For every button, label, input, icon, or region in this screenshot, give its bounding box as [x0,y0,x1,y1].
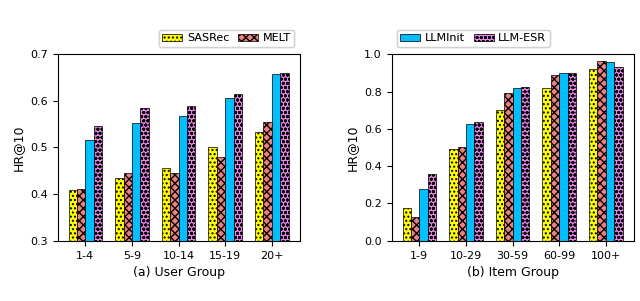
Y-axis label: HR@10: HR@10 [346,124,358,171]
Bar [466,124,474,241]
Bar [115,178,124,301]
Bar [559,73,568,241]
Bar [209,147,217,301]
Bar [449,149,458,241]
Bar [568,73,576,241]
Bar [162,168,170,301]
Bar [124,173,132,301]
Legend: LLMInit, LLM-ESR: LLMInit, LLM-ESR [397,30,550,47]
Bar [280,73,289,301]
Bar [551,75,559,241]
Bar [496,110,504,241]
X-axis label: (a) User Group: (a) User Group [132,266,225,279]
Bar [597,61,606,241]
Bar [513,88,521,241]
Bar [179,116,187,301]
Bar [614,67,623,241]
Bar [521,87,529,241]
Bar [411,216,419,241]
Bar [68,191,77,301]
X-axis label: (b) Item Group: (b) Item Group [467,266,559,279]
Bar [606,62,614,241]
Legend: SASRec, MELT: SASRec, MELT [159,30,294,47]
Bar [170,173,179,301]
Bar [187,106,195,301]
Y-axis label: HR@10: HR@10 [12,124,24,171]
Bar [234,94,242,301]
Bar [458,147,466,241]
Bar [543,88,551,241]
Bar [132,123,140,301]
Bar [264,122,272,301]
Bar [255,132,264,301]
Bar [272,74,280,301]
Bar [77,190,85,301]
Bar [428,174,436,241]
Bar [474,122,483,241]
Bar [94,126,102,301]
Bar [140,108,148,301]
Bar [225,98,234,301]
Bar [504,93,513,241]
Bar [217,157,225,301]
Bar [419,190,428,241]
Bar [403,208,411,241]
Bar [85,141,94,301]
Bar [589,69,597,241]
